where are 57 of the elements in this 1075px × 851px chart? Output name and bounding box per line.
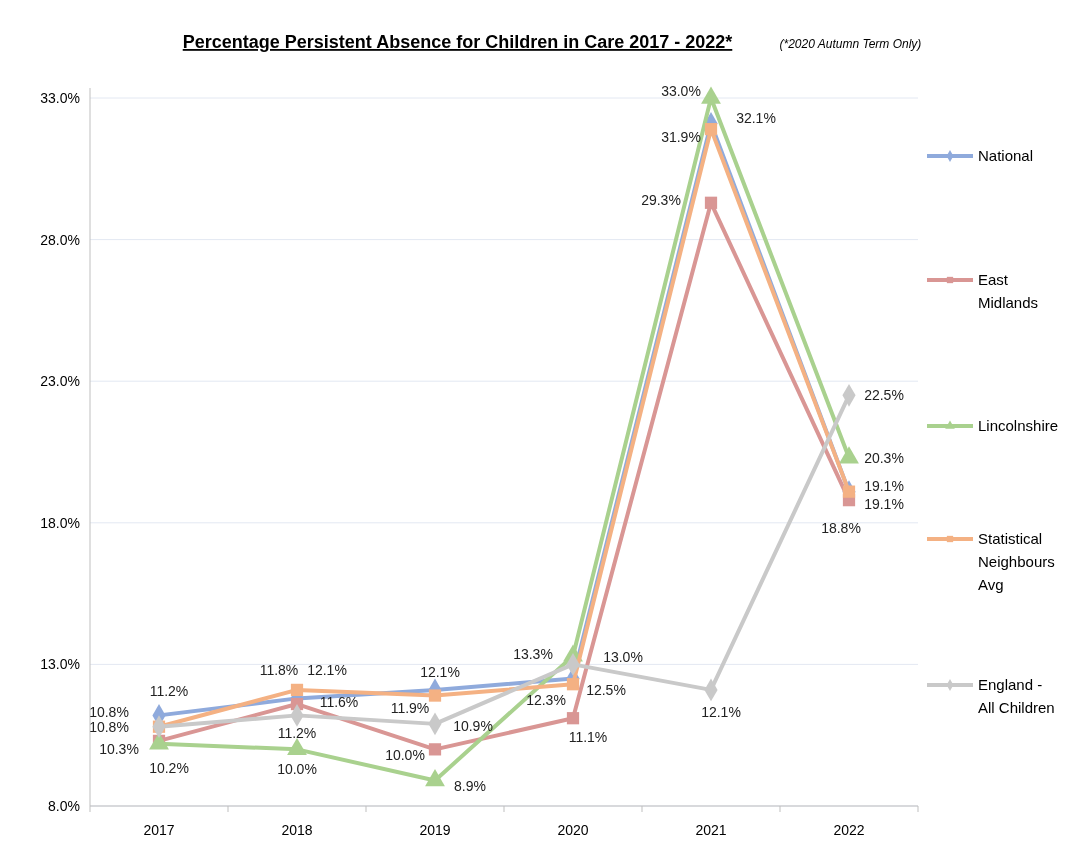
point — [566, 678, 580, 691]
data-label: 13.3% — [513, 645, 553, 662]
y-tick-label: 18.0% — [40, 514, 80, 531]
data-label: 12.1% — [307, 661, 347, 678]
x-tick-label: 2019 — [419, 822, 451, 838]
data-label: 10.9% — [453, 717, 493, 734]
legend-label: England - All Children — [978, 676, 1055, 717]
data-label: 12.1% — [701, 703, 741, 720]
data-label: 11.2% — [277, 725, 317, 742]
chart-subtitle: (*2020 Autumn Term Only) — [779, 37, 922, 51]
data-label: 10.0% — [277, 761, 317, 778]
point — [566, 712, 580, 725]
data-label: 19.1% — [864, 495, 904, 512]
data-label: 11.8% — [259, 662, 299, 679]
y-tick-label: 13.0% — [40, 656, 80, 673]
point — [842, 485, 856, 498]
data-label: 12.5% — [586, 682, 626, 699]
y-tick-label: 23.0% — [40, 373, 80, 390]
data-label: 10.2% — [149, 759, 189, 776]
point — [428, 743, 442, 756]
data-label: 29.3% — [641, 191, 681, 208]
data-label: 11.2% — [149, 683, 189, 700]
legend-label: National — [978, 147, 1034, 165]
data-label: 8.9% — [454, 778, 486, 795]
x-tick-label: 2020 — [557, 822, 589, 838]
y-tick-label: 8.0% — [48, 797, 80, 814]
data-label: 18.8% — [821, 520, 861, 537]
data-label: 10.0% — [385, 747, 425, 764]
data-label: 12.1% — [420, 663, 460, 680]
x-tick-label: 2018 — [281, 822, 313, 838]
data-label: 31.9% — [661, 129, 701, 146]
point — [704, 196, 718, 209]
data-label: 11.9% — [390, 700, 430, 717]
legend-label: Lincolnshire — [978, 417, 1059, 435]
point — [704, 123, 718, 136]
data-label: 11.1% — [568, 729, 608, 746]
point — [428, 689, 442, 702]
point — [290, 683, 304, 697]
x-tick-label: 2021 — [695, 822, 727, 838]
legend-label: Statistical Neighbours Avg — [978, 530, 1055, 594]
data-label: 12.3% — [526, 692, 566, 709]
data-label: 10.8% — [89, 718, 129, 735]
legend-label: East Midlands — [978, 271, 1039, 312]
data-label: 13.0% — [603, 649, 643, 666]
x-tick-label: 2017 — [143, 822, 175, 838]
data-label: 11.6% — [319, 693, 359, 710]
data-label: 20.3% — [864, 449, 904, 466]
data-label: 10.8% — [89, 703, 129, 720]
y-tick-label: 33.0% — [40, 89, 80, 106]
y-tick-label: 28.0% — [40, 231, 80, 248]
data-label: 33.0% — [661, 82, 701, 99]
chart-title: Percentage Persistent Absence for Children in Care 2017 - 2022* — [182, 32, 733, 52]
x-tick-label: 2022 — [833, 822, 865, 838]
data-label: 10.3% — [99, 740, 139, 757]
data-label: 32.1% — [736, 110, 776, 127]
data-label: 19.1% — [864, 477, 904, 494]
data-label: 22.5% — [864, 387, 904, 404]
